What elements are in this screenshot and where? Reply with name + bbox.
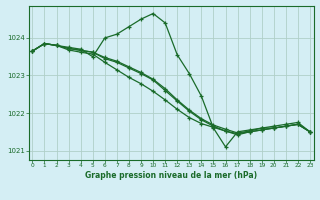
X-axis label: Graphe pression niveau de la mer (hPa): Graphe pression niveau de la mer (hPa) <box>85 171 257 180</box>
